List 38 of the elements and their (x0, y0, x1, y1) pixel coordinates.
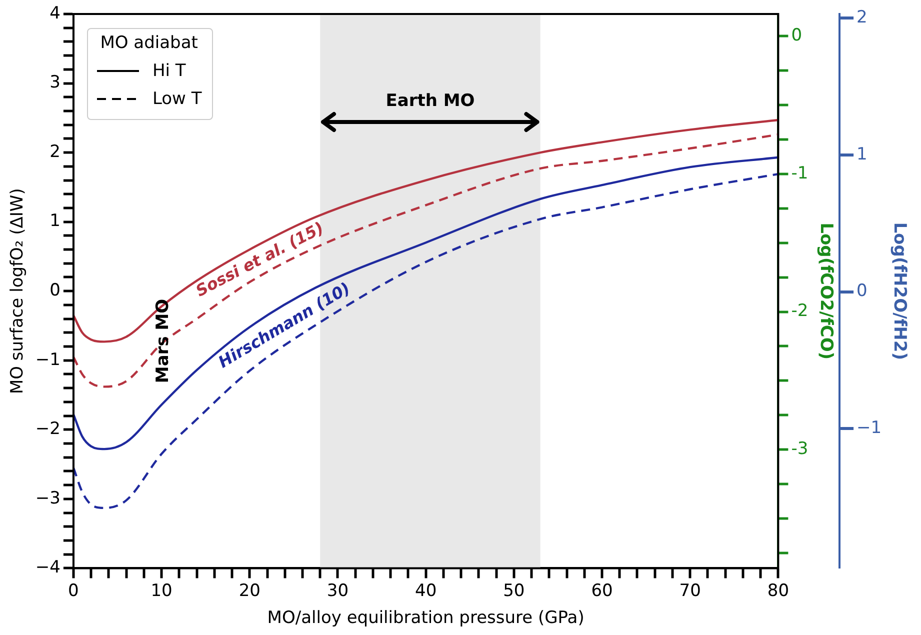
y3-tick-label: 2 (856, 8, 868, 28)
x-tick-label: 50 (503, 580, 525, 601)
y-tick-label: 3 (50, 72, 60, 93)
y-tick-label: 1 (50, 211, 60, 232)
y-tick-label: −3 (35, 488, 60, 508)
y3-tick-label: 0 (856, 281, 868, 302)
y2-axis-title: Log(fCO2/fCO) (816, 222, 836, 360)
x-axis-title: MO/alloy equilibration pressure (GPa) (267, 608, 584, 628)
y-tick-label: −2 (35, 419, 60, 440)
band-label: Earth MO (386, 90, 475, 111)
y-tick-label: −4 (35, 558, 60, 578)
line-series (73, 133, 778, 388)
y2-tick-label: -2 (791, 301, 808, 322)
x-tick-label: 40 (415, 580, 437, 601)
y3-tick-label: −1 (856, 418, 882, 438)
y2-tick-label: -3 (791, 439, 808, 460)
x-tick-label: 10 (150, 580, 172, 601)
legend-title: MO adiabat (99, 33, 199, 53)
line-series (73, 156, 778, 450)
y2-tick-label: -1 (791, 163, 808, 184)
y2-tick-label: 0 (791, 25, 802, 46)
x-tick-label: 30 (326, 580, 349, 601)
y-tick-label: 0 (50, 280, 60, 301)
annotation: Hi T (152, 61, 186, 81)
x-tick-label: 80 (767, 580, 790, 601)
y3-tick-label: 1 (856, 144, 868, 164)
x-tick-label: 60 (591, 580, 613, 601)
x-tick-label: 20 (238, 580, 260, 601)
annotation: Mars MO (153, 298, 174, 384)
line-series (73, 172, 778, 510)
y-tick-label: 2 (50, 142, 60, 162)
y3-axis-title: Log(fH2O/fH2) (889, 222, 910, 360)
y-axis-title: MO surface logfO₂ (ΔIW) (8, 188, 28, 394)
x-tick-label: 70 (679, 580, 701, 601)
x-tick-label: 0 (68, 580, 79, 601)
annotation: Low T (152, 89, 202, 109)
y-tick-label: −1 (35, 350, 60, 370)
y-tick-label: 4 (50, 3, 60, 24)
